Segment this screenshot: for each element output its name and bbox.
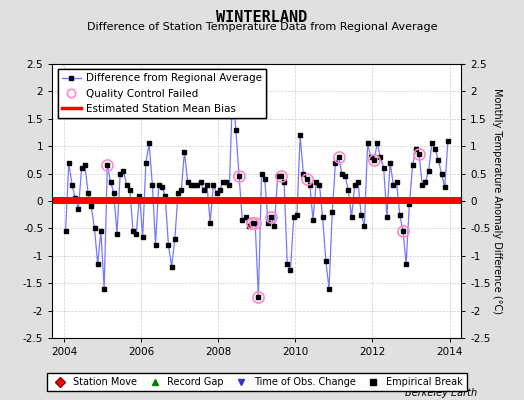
Legend: Station Move, Record Gap, Time of Obs. Change, Empirical Break: Station Move, Record Gap, Time of Obs. C… xyxy=(47,373,466,391)
Y-axis label: Monthly Temperature Anomaly Difference (°C): Monthly Temperature Anomaly Difference (… xyxy=(492,88,501,314)
Text: WINTERLAND: WINTERLAND xyxy=(216,10,308,25)
Text: Berkeley Earth: Berkeley Earth xyxy=(405,388,477,398)
Text: Difference of Station Temperature Data from Regional Average: Difference of Station Temperature Data f… xyxy=(87,22,437,32)
Legend: Difference from Regional Average, Quality Control Failed, Estimated Station Mean: Difference from Regional Average, Qualit… xyxy=(58,69,266,118)
